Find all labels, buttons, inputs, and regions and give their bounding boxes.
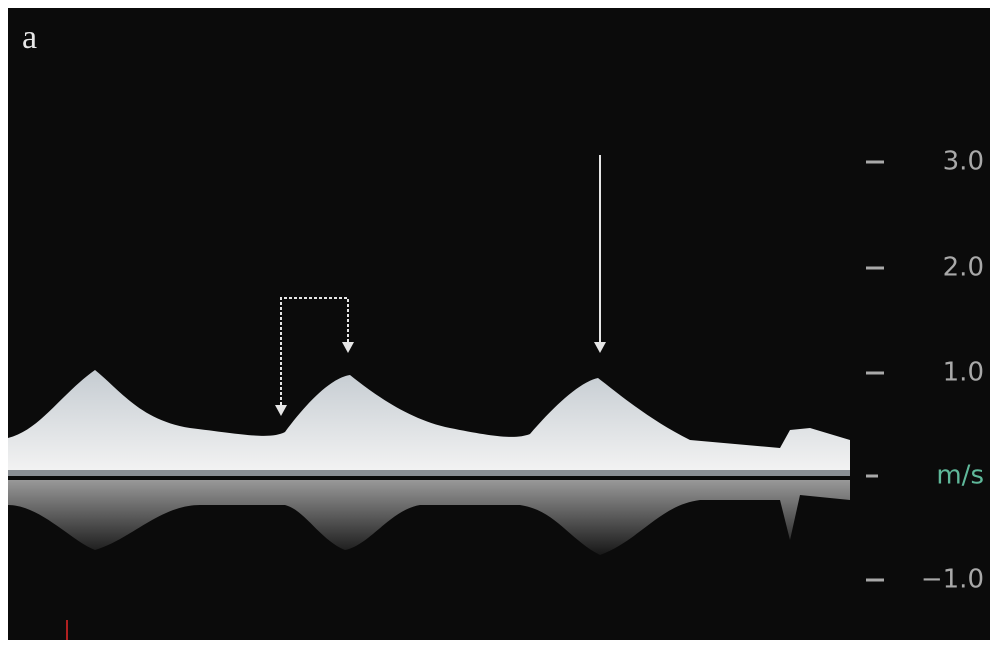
scale-label: −1.0: [921, 565, 984, 595]
unit-label: m/s: [936, 461, 984, 491]
spectrum-mirror: [8, 480, 850, 555]
marker: [66, 620, 68, 640]
arrowhead: [594, 342, 606, 353]
scale-label: 1.0: [943, 358, 984, 388]
annotation-arrows: [280, 155, 601, 405]
scale-label: 3.0: [943, 147, 984, 177]
panel-label: a: [22, 19, 37, 56]
arrowhead: [342, 342, 354, 353]
baseline: [8, 470, 850, 476]
scale-ticks: [866, 160, 884, 582]
image-background: [8, 8, 990, 640]
bracket-arrow: [280, 297, 349, 405]
spectrum-forward: [8, 370, 850, 472]
scale-label: 2.0: [943, 253, 984, 283]
arrowhead: [275, 405, 287, 416]
